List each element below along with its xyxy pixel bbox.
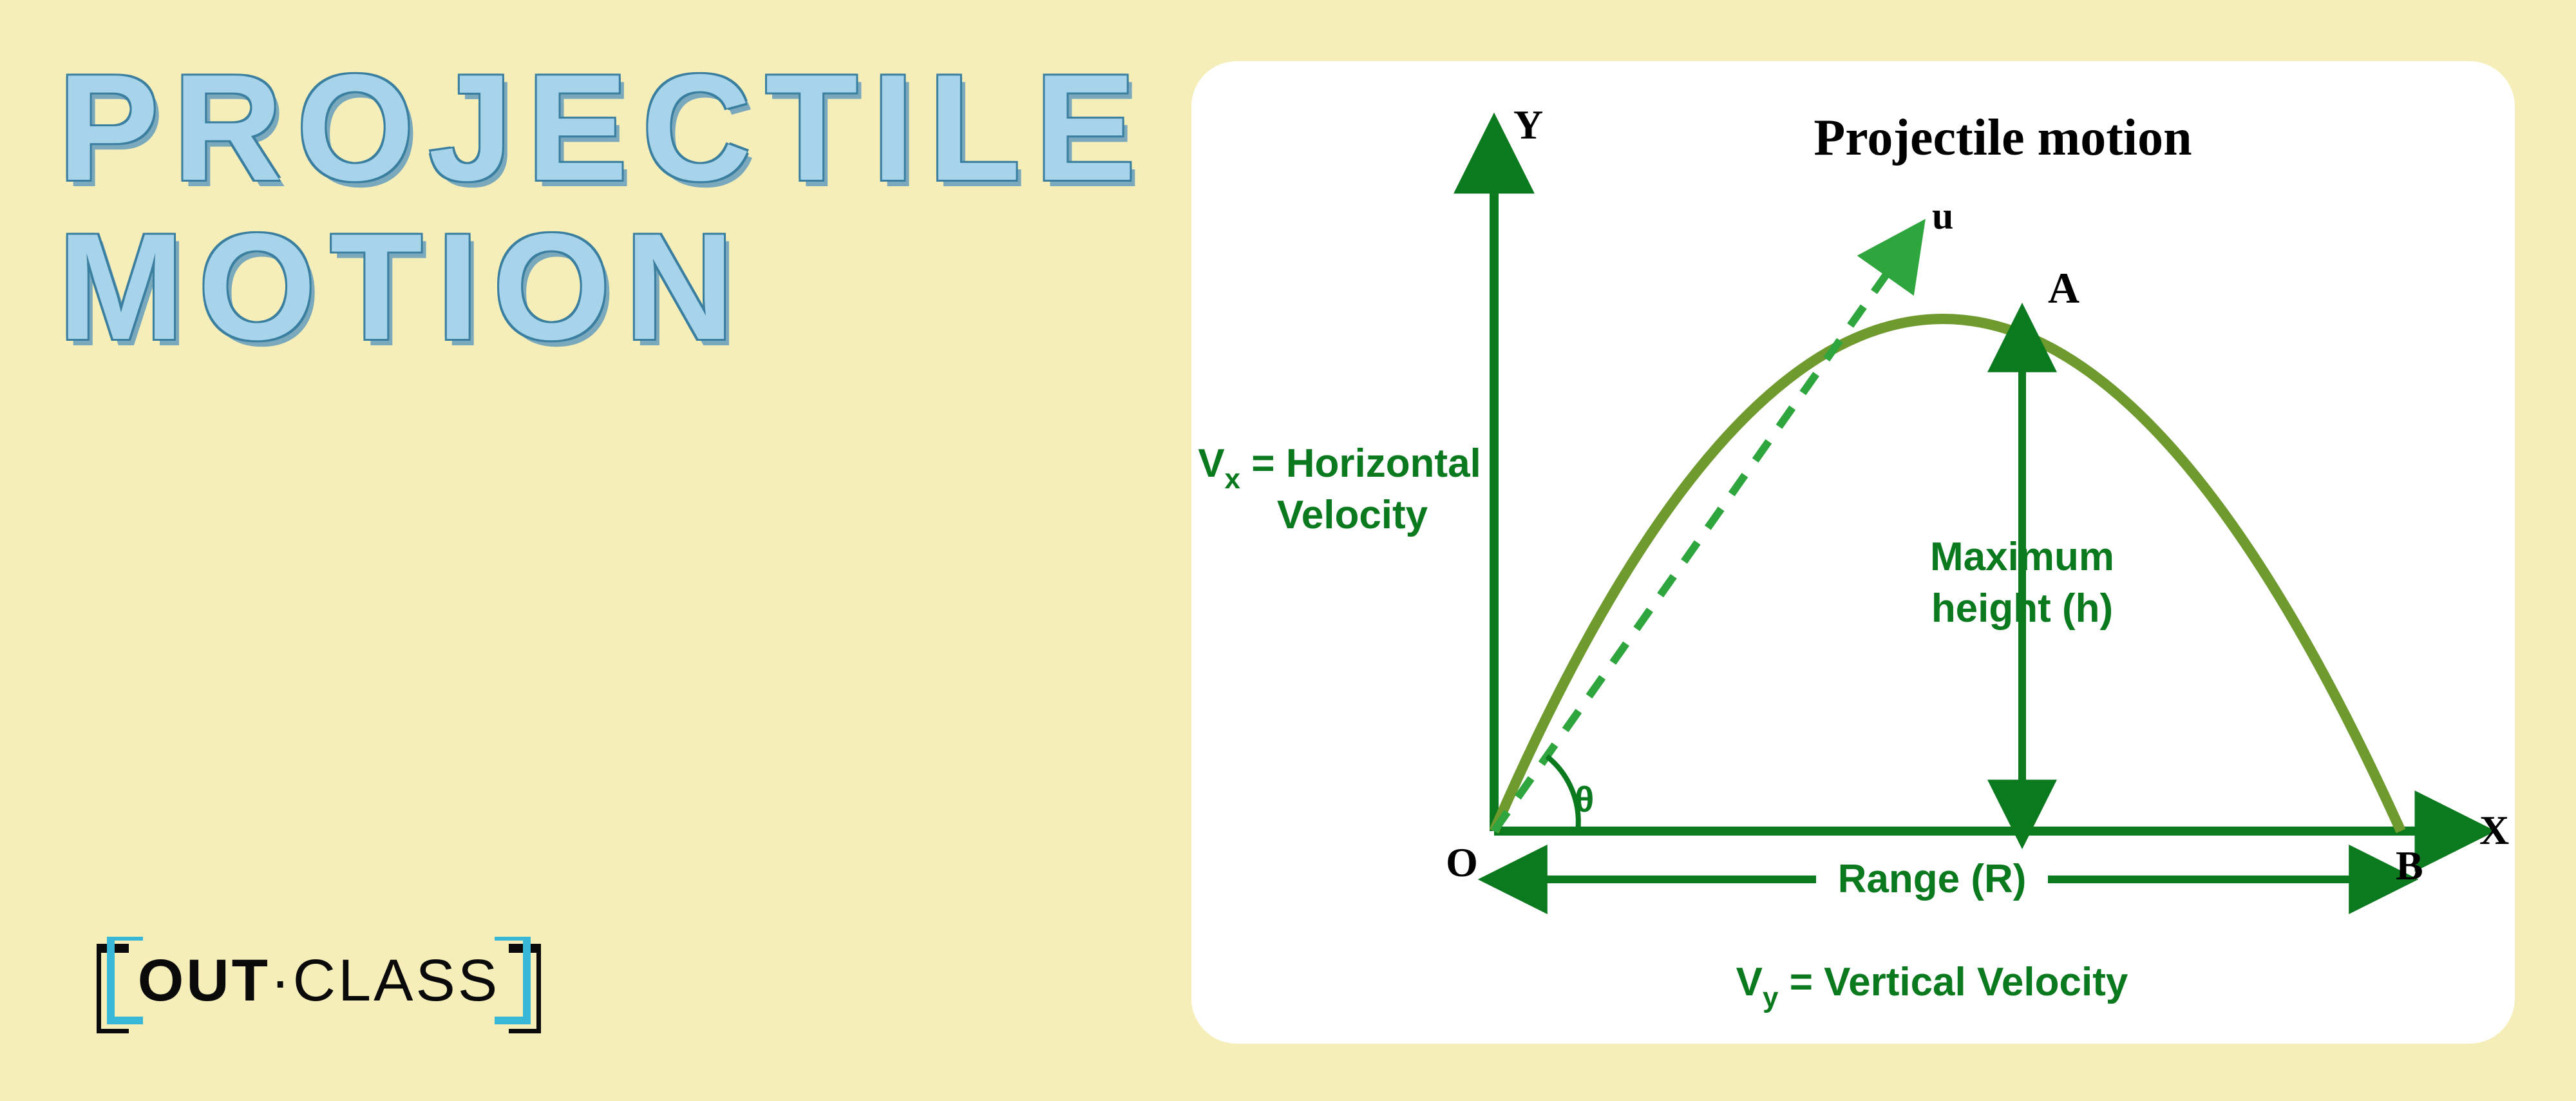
y-axis-label: Y [1513,102,1543,148]
logo-out: OUT [138,948,270,1013]
vx-label-line1: Vx = Horizontal [1198,441,1481,495]
title-line-1: PROJECTILE [58,48,1150,207]
max-height-label-1: Maximum [1930,535,2114,579]
range-label: Range (R) [1838,857,2027,901]
theta-label: θ [1575,779,1594,819]
logo-dot: · [270,948,293,1013]
u-label: u [1932,195,1953,237]
origin-label: O [1446,839,1478,885]
diagram-title: Projectile motion [1814,110,2192,166]
logo-class: CLASS [293,948,500,1013]
main-title: PROJECTILE MOTION [58,48,1150,367]
x-axis-label: X [2479,807,2509,853]
b-label: B [2396,843,2423,888]
angle-arc [1547,756,1578,831]
vy-label: Vy = Vertical Velocity [1736,960,2128,1013]
max-height-label-2: height (h) [1931,586,2113,631]
title-line-2: MOTION [58,207,1150,367]
logo-text: OUT·CLASS [97,947,541,1015]
initial-velocity-vector [1494,242,1909,831]
apex-label: A [2048,263,2079,312]
vx-label-line2: Velocity [1277,493,1428,537]
diagram-panel: Projectile motion Y X O Vx = Horizontal … [1191,61,2515,1044]
projectile-diagram: Projectile motion Y X O Vx = Horizontal … [1191,61,2515,1044]
brand-logo: OUT·CLASS [97,937,541,1033]
